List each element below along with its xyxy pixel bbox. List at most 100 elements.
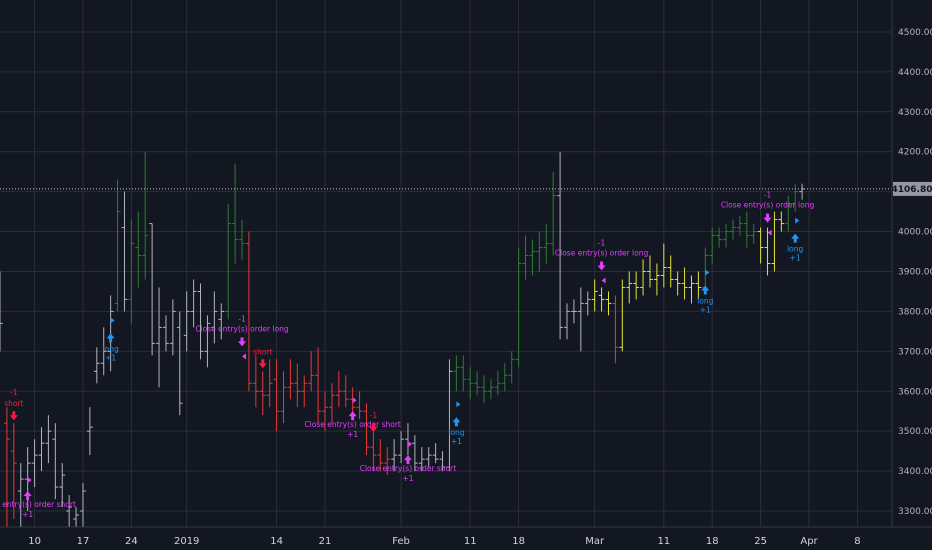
close-arrow-icon: [23, 491, 32, 501]
time-axis-label: 14: [270, 536, 283, 547]
signal-label: long: [787, 245, 803, 254]
signal-label: -1: [10, 388, 18, 397]
ohlc-bar: [45, 415, 52, 464]
ohlc-bar: [619, 279, 626, 352]
signal-label: long: [448, 428, 464, 437]
ohlc-bar: [225, 203, 232, 320]
time-axis-label: 17: [77, 536, 90, 547]
ohlc-bar: [356, 391, 363, 420]
price-axis-label: 3600.00: [898, 387, 932, 397]
signal-label: -1: [238, 314, 246, 323]
signal-short-entry: -1: [369, 411, 378, 433]
strategy-signals: -1shortClose entry(s) order short+1long+…: [0, 191, 814, 519]
time-axis-label: 10: [28, 536, 41, 547]
ohlc-bar: [453, 355, 460, 392]
long-arrow-icon: [106, 333, 115, 343]
signal-label: short: [253, 347, 272, 356]
time-axis-label: 11: [464, 536, 477, 547]
ohlc-bar: [363, 403, 370, 456]
price-axis-label: 3800.00: [898, 307, 932, 317]
ohlc-bar: [80, 483, 86, 527]
signal-label: +1: [402, 474, 413, 483]
time-axis-label: 18: [706, 536, 719, 547]
ohlc-bar: [377, 439, 384, 472]
ohlc-bar: [633, 271, 640, 300]
exit-marker-icon: [27, 477, 32, 484]
signal-short-entry: short: [253, 347, 272, 369]
ohlc-bar: [736, 215, 743, 236]
signal-close-short: Close entry(s) order short+1: [0, 477, 76, 519]
ohlc-bar: [598, 287, 605, 312]
ohlc-bar: [156, 287, 162, 388]
ohlc-bar: [418, 447, 425, 472]
price-axis-label: 4300.00: [898, 108, 932, 118]
ohlc-bar: [246, 231, 252, 392]
ohlc-bar: [73, 507, 79, 527]
short-arrow-icon: [258, 359, 267, 369]
ohlc-bar: [529, 239, 536, 276]
ohlc-bar: [266, 359, 273, 408]
signal-label: Close entry(s) order short: [304, 420, 401, 429]
last-price-tag-label: 4106.80: [892, 185, 932, 195]
entry-marker-icon: [795, 217, 800, 224]
ohlc-bar: [577, 287, 584, 352]
ohlc-bar: [439, 451, 446, 472]
entry-marker-icon: [110, 317, 115, 324]
signal-label: +1: [22, 510, 33, 519]
ohlc-bar: [522, 235, 529, 280]
ohlc-bar: [218, 303, 225, 340]
time-axis-label: 18: [512, 536, 525, 547]
ohlc-bar: [183, 291, 190, 352]
ohlc-bar: [128, 219, 135, 324]
ohlc-bar: [342, 375, 349, 408]
price-scale-background[interactable]: [892, 0, 932, 527]
close-arrow-icon: [763, 213, 772, 223]
ohlc-bar: [688, 275, 695, 304]
ohlc-bar: [335, 371, 342, 408]
ohlc-bar: [398, 431, 404, 464]
ohlc-bar: [239, 219, 245, 260]
ohlc-bar: [612, 295, 619, 364]
signal-label: +1: [700, 305, 711, 314]
close-arrow-icon: [348, 411, 357, 421]
signal-label: Close entry(s) order short: [360, 464, 457, 473]
signal-label: long: [103, 344, 119, 353]
ohlc-bar: [695, 271, 702, 300]
signal-label: -1: [764, 191, 772, 200]
ohlc-bar: [322, 391, 328, 432]
time-scale-background[interactable]: [0, 527, 932, 550]
ohlc-bar: [59, 463, 66, 508]
ohlc-bar: [211, 291, 218, 344]
ohlc-bar: [52, 423, 59, 500]
time-axis[interactable]: 10 17 24 2019 14 21 Feb 11 18 Mar 11 18 25 Apr 8: [28, 536, 860, 547]
close-arrow-icon: [597, 261, 606, 271]
price-axis[interactable]: 3300.00 3400.00 3500.00 3600.00 3700.00 3800.…: [898, 28, 932, 517]
signal-long-entry: long+1: [448, 401, 465, 446]
exit-marker-icon: [352, 397, 357, 404]
ohlc-bar: [488, 379, 494, 400]
ohlc-bar: [474, 371, 481, 396]
ohlc-bar: [294, 363, 301, 408]
signal-long-entry: long+1: [697, 269, 714, 314]
ohlc-bar: [107, 295, 114, 372]
ohlc-bar: [232, 163, 239, 264]
signal-label: Close entry(s) order short: [0, 500, 76, 509]
signal-label: long: [697, 296, 713, 305]
ohlc-bar: [280, 371, 287, 424]
ohlc-bar: [301, 375, 308, 408]
exit-marker-icon: [767, 229, 772, 236]
signal-label: +1: [451, 437, 462, 446]
signal-label: +1: [347, 430, 358, 439]
ohlc-bar: [716, 227, 723, 248]
ohlc-bar: [591, 279, 598, 312]
ohlc-bar: [764, 227, 771, 276]
price-axis-label: 4500.00: [898, 28, 932, 38]
signal-long-entry: long+1: [787, 217, 804, 263]
exit-marker-icon: [242, 353, 247, 360]
time-axis-label: Apr: [800, 536, 818, 547]
ohlc-bar: [384, 447, 391, 476]
